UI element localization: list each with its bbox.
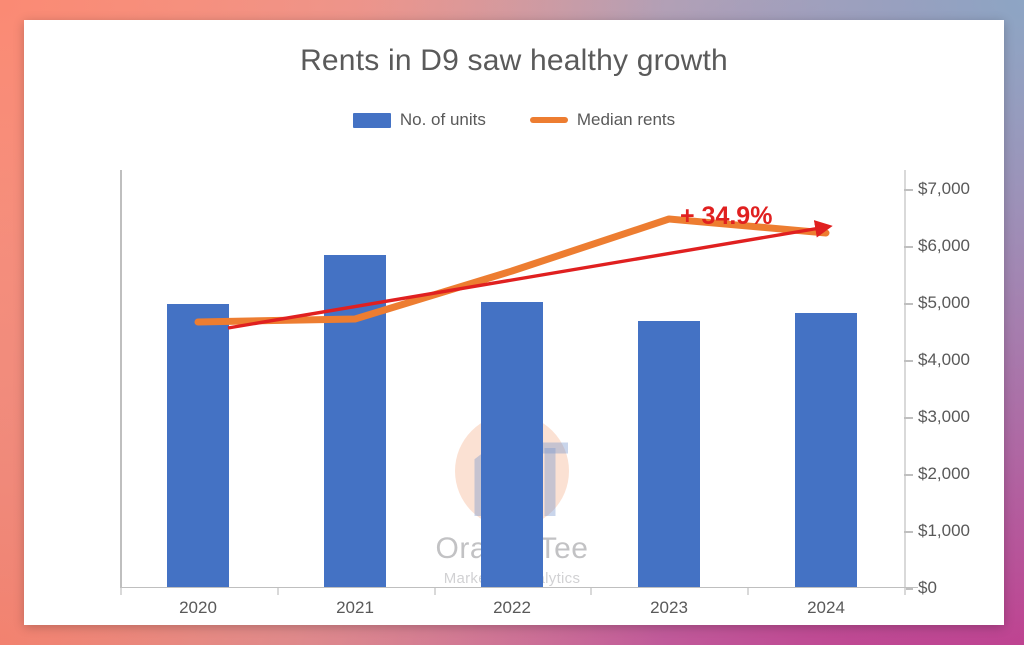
- legend-label-units: No. of units: [399, 110, 486, 129]
- x-tick-2024: 2024: [807, 598, 845, 617]
- y-right-tick-5000: $5,000: [918, 293, 970, 312]
- y-right-tick-6000: $6,000: [918, 236, 970, 255]
- bar-swatch-icon: [352, 112, 391, 128]
- y-axis-right-line: [904, 170, 906, 588]
- y-axis-left-line: [120, 170, 122, 588]
- median-rents-line[interactable]: [120, 160, 904, 588]
- chart-legend: No. of units Median rents: [24, 110, 1004, 130]
- bar-2020[interactable]: [167, 303, 229, 587]
- x-tick-2020: 2020: [179, 598, 217, 617]
- plot-area: OrangeTee Markets & Analytics 0 2,000 4,…: [120, 160, 970, 617]
- bar-2022[interactable]: [481, 301, 543, 587]
- y-right-tick-0: $0: [918, 578, 937, 597]
- growth-arrow-icon: [227, 220, 833, 330]
- y-right-tick-7000: $7,000: [918, 179, 970, 198]
- chart-title: Rents in D9 saw healthy growth: [300, 44, 728, 77]
- legend-label-median-rents: Median rents: [576, 110, 676, 129]
- legend-item-median-rents[interactable]: Median rents: [529, 110, 676, 130]
- x-tick-2023: 2023: [650, 598, 688, 617]
- y-right-tick-4000: $4,000: [918, 350, 970, 369]
- bar-2023[interactable]: [638, 320, 700, 587]
- growth-percentage-label: + 34.9%: [680, 202, 773, 230]
- y-right-tick-2000: $2,000: [918, 464, 970, 483]
- line-swatch-icon: [529, 117, 568, 123]
- x-axis-line: [120, 586, 918, 588]
- y-right-tick-3000: $3,000: [918, 407, 970, 426]
- x-tick-2021: 2021: [336, 598, 374, 617]
- x-tick-2022: 2022: [493, 598, 531, 617]
- bar-2024[interactable]: [795, 312, 857, 587]
- chart-card: Rents in D9 saw healthy growth No. of un…: [24, 20, 1004, 625]
- legend-item-units[interactable]: No. of units: [352, 110, 486, 130]
- y-right-tick-1000: $1,000: [918, 521, 970, 540]
